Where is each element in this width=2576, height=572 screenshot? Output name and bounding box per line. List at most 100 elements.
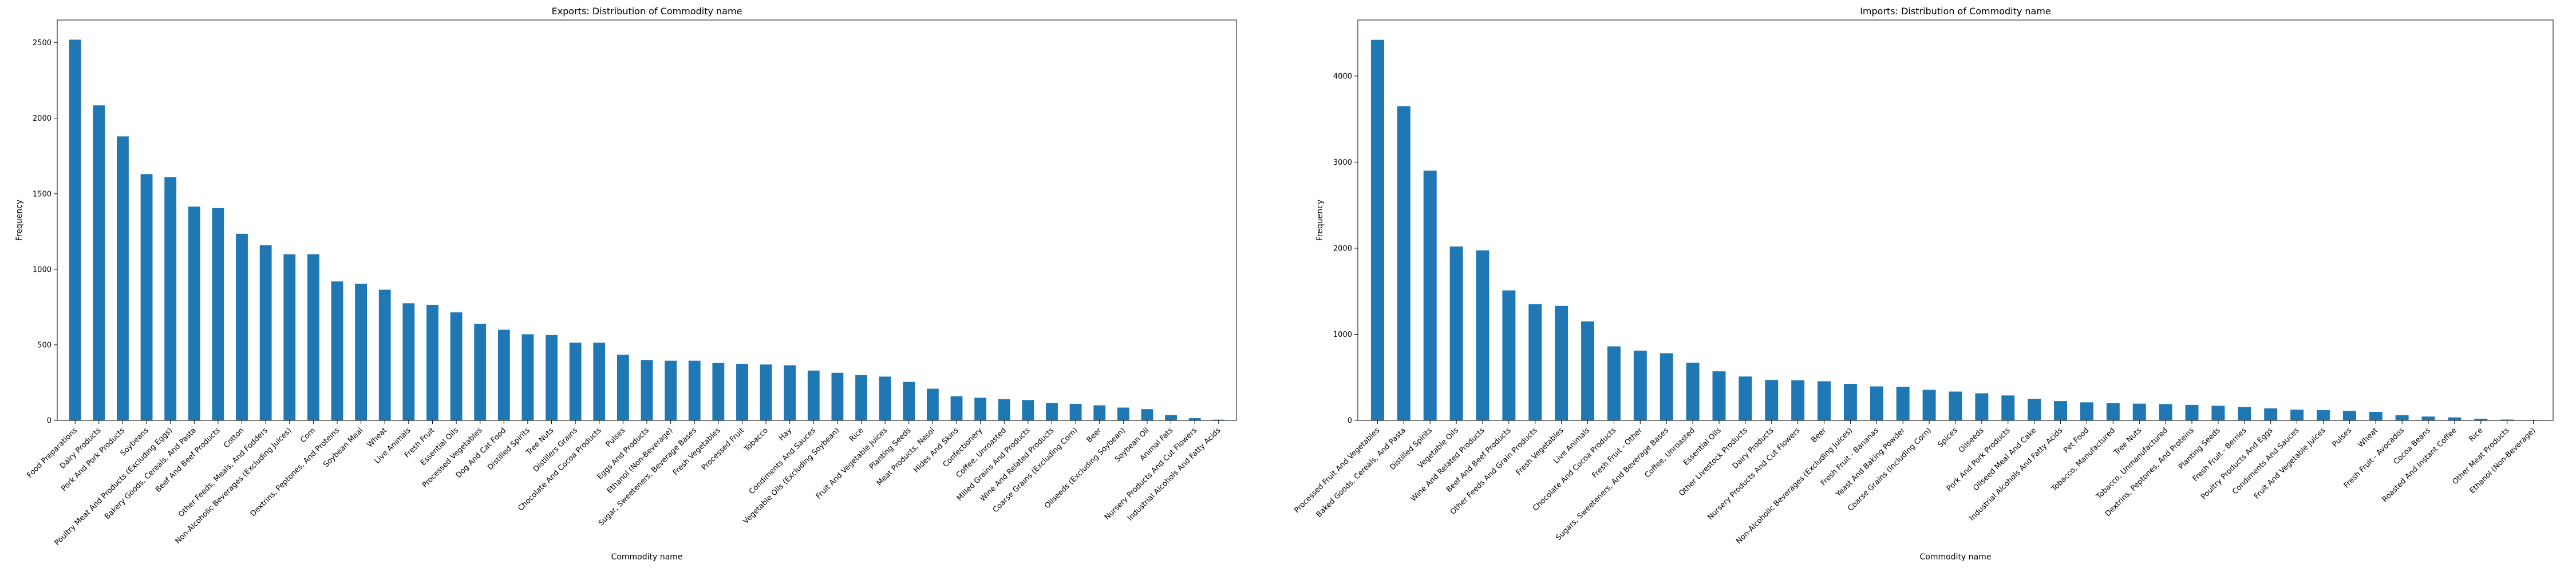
imports-x-tick-label: Spices bbox=[1936, 426, 1959, 449]
exports-bar bbox=[355, 283, 368, 420]
exports-bar bbox=[546, 335, 558, 420]
imports-x-tick-label: Coffee, Unroasted bbox=[1643, 426, 1697, 479]
exports-bar bbox=[378, 289, 391, 420]
exports-x-tick-label: Hay bbox=[777, 426, 794, 443]
imports-bar bbox=[1502, 290, 1516, 420]
exports-x-tick-label: Distillers Grains bbox=[532, 426, 579, 474]
exports-bar bbox=[69, 39, 81, 421]
exports-y-tick-label: 0 bbox=[47, 417, 52, 426]
imports-chart-title: Imports: Distribution of Commodity name bbox=[1860, 6, 2051, 17]
imports-bar bbox=[2474, 418, 2488, 420]
imports-bar bbox=[1660, 353, 1673, 420]
exports-bar bbox=[1117, 407, 1129, 420]
exports-x-tick-label: Dextrins, Peptones, And Proteins bbox=[249, 426, 341, 518]
exports-x-tick-label: Rice bbox=[848, 426, 865, 443]
exports-bar bbox=[950, 396, 963, 420]
exports-bar bbox=[736, 363, 748, 420]
imports-bar bbox=[1975, 393, 1989, 420]
imports-bar bbox=[1397, 106, 1411, 421]
imports-bar bbox=[2316, 410, 2330, 420]
imports-bar bbox=[1791, 380, 1805, 420]
imports-bar bbox=[1686, 363, 1700, 420]
exports-bar bbox=[307, 254, 319, 420]
imports-bar bbox=[2185, 404, 2199, 420]
exports-x-tick-label: Distilled Spirits bbox=[486, 426, 532, 472]
imports-bar bbox=[2290, 410, 2304, 420]
imports-bar bbox=[2054, 401, 2068, 420]
exports-bar bbox=[641, 360, 653, 420]
exports-bar bbox=[926, 388, 939, 420]
exports-bar bbox=[164, 177, 177, 420]
imports-bar bbox=[1370, 39, 1384, 420]
imports-x-axis-label: Commodity name bbox=[1920, 553, 1992, 562]
exports-bar bbox=[760, 364, 772, 420]
exports-bar bbox=[450, 312, 463, 420]
exports-bar bbox=[998, 399, 1010, 420]
imports-y-tick-label: 2000 bbox=[1333, 244, 1352, 253]
imports-bar bbox=[1607, 346, 1621, 420]
imports-bar bbox=[1870, 386, 1883, 420]
exports-y-tick-label: 2000 bbox=[33, 114, 52, 123]
imports-y-axis-label: Frequency bbox=[1315, 200, 1325, 241]
imports-bar bbox=[2264, 408, 2278, 420]
imports-bar bbox=[1581, 321, 1595, 420]
exports-bar bbox=[903, 382, 915, 420]
exports-bar bbox=[93, 105, 105, 420]
imports-bar bbox=[1449, 246, 1463, 420]
exports-bar bbox=[1188, 418, 1201, 420]
exports-bar bbox=[1022, 400, 1034, 420]
imports-bar bbox=[2211, 406, 2225, 420]
exports-bar bbox=[593, 342, 606, 420]
exports-x-axis-label: Commodity name bbox=[611, 553, 683, 562]
exports-bar bbox=[140, 174, 153, 420]
exports-bar bbox=[1046, 403, 1058, 420]
imports-bar bbox=[1476, 250, 1490, 420]
imports-x-tick-label: Rice bbox=[2467, 426, 2484, 443]
exports-bar bbox=[474, 323, 487, 420]
exports-x-tick-label: Beer bbox=[1085, 426, 1104, 444]
imports-bar bbox=[2028, 399, 2041, 420]
imports-bar bbox=[1633, 351, 1647, 420]
exports-bar bbox=[402, 303, 415, 420]
exports-bar bbox=[831, 372, 844, 420]
imports-x-tick-label: Beer bbox=[1809, 426, 1828, 444]
exports-bar bbox=[807, 370, 820, 420]
exports-bar bbox=[712, 363, 725, 420]
exports-bar bbox=[1093, 405, 1106, 420]
exports-x-tick-label: Processed Fruit bbox=[700, 426, 746, 472]
exports-x-tick-label: Dairy Products bbox=[58, 426, 103, 471]
exports-bar bbox=[688, 360, 701, 420]
imports-bar bbox=[1739, 376, 1752, 420]
exports-x-tick-label: Pulses bbox=[605, 426, 627, 449]
imports-bar bbox=[2001, 395, 2015, 420]
exports-bar bbox=[521, 334, 534, 420]
imports-y-tick-label: 3000 bbox=[1333, 158, 1352, 167]
imports-y-tick-label: 4000 bbox=[1333, 72, 1352, 81]
imports-bar bbox=[1896, 387, 1910, 420]
imports-bar bbox=[1949, 391, 1962, 420]
imports-bar bbox=[1818, 381, 1831, 420]
exports-bar bbox=[974, 398, 987, 420]
imports-bar bbox=[1423, 170, 1437, 420]
exports-bar bbox=[1069, 403, 1082, 420]
exports-y-tick-label: 2500 bbox=[33, 39, 52, 47]
imports-x-tick-label: Fresh Fruit - Other bbox=[1590, 426, 1644, 480]
exports-y-axis-label: Frequency bbox=[15, 200, 24, 241]
exports-y-tick-label: 1500 bbox=[33, 190, 52, 198]
exports-y-tick-label: 1000 bbox=[33, 265, 52, 274]
imports-bar bbox=[2421, 416, 2435, 420]
imports-bar bbox=[1922, 390, 1936, 420]
imports-bar bbox=[2369, 411, 2383, 420]
exports-bar bbox=[497, 329, 510, 420]
imports-x-tick-label: Fresh Vegetables bbox=[1515, 426, 1566, 477]
imports-x-tick-label: Pulses bbox=[2331, 426, 2354, 449]
imports-x-tick-label: Nursery Products And Cut Flowers bbox=[1706, 426, 1801, 522]
exports-x-tick-label: Cotton bbox=[222, 426, 246, 450]
exports-bar bbox=[665, 360, 677, 420]
exports-x-tick-label: Coarse Grains (Excluding Corn) bbox=[991, 426, 1080, 514]
imports-y-tick-label: 0 bbox=[1348, 417, 1352, 426]
exports-x-tick-label: Corn bbox=[299, 426, 317, 444]
exports-chart-title: Exports: Distribution of Commodity name bbox=[552, 6, 742, 17]
exports-bar bbox=[331, 281, 343, 420]
imports-bar bbox=[1528, 304, 1542, 420]
